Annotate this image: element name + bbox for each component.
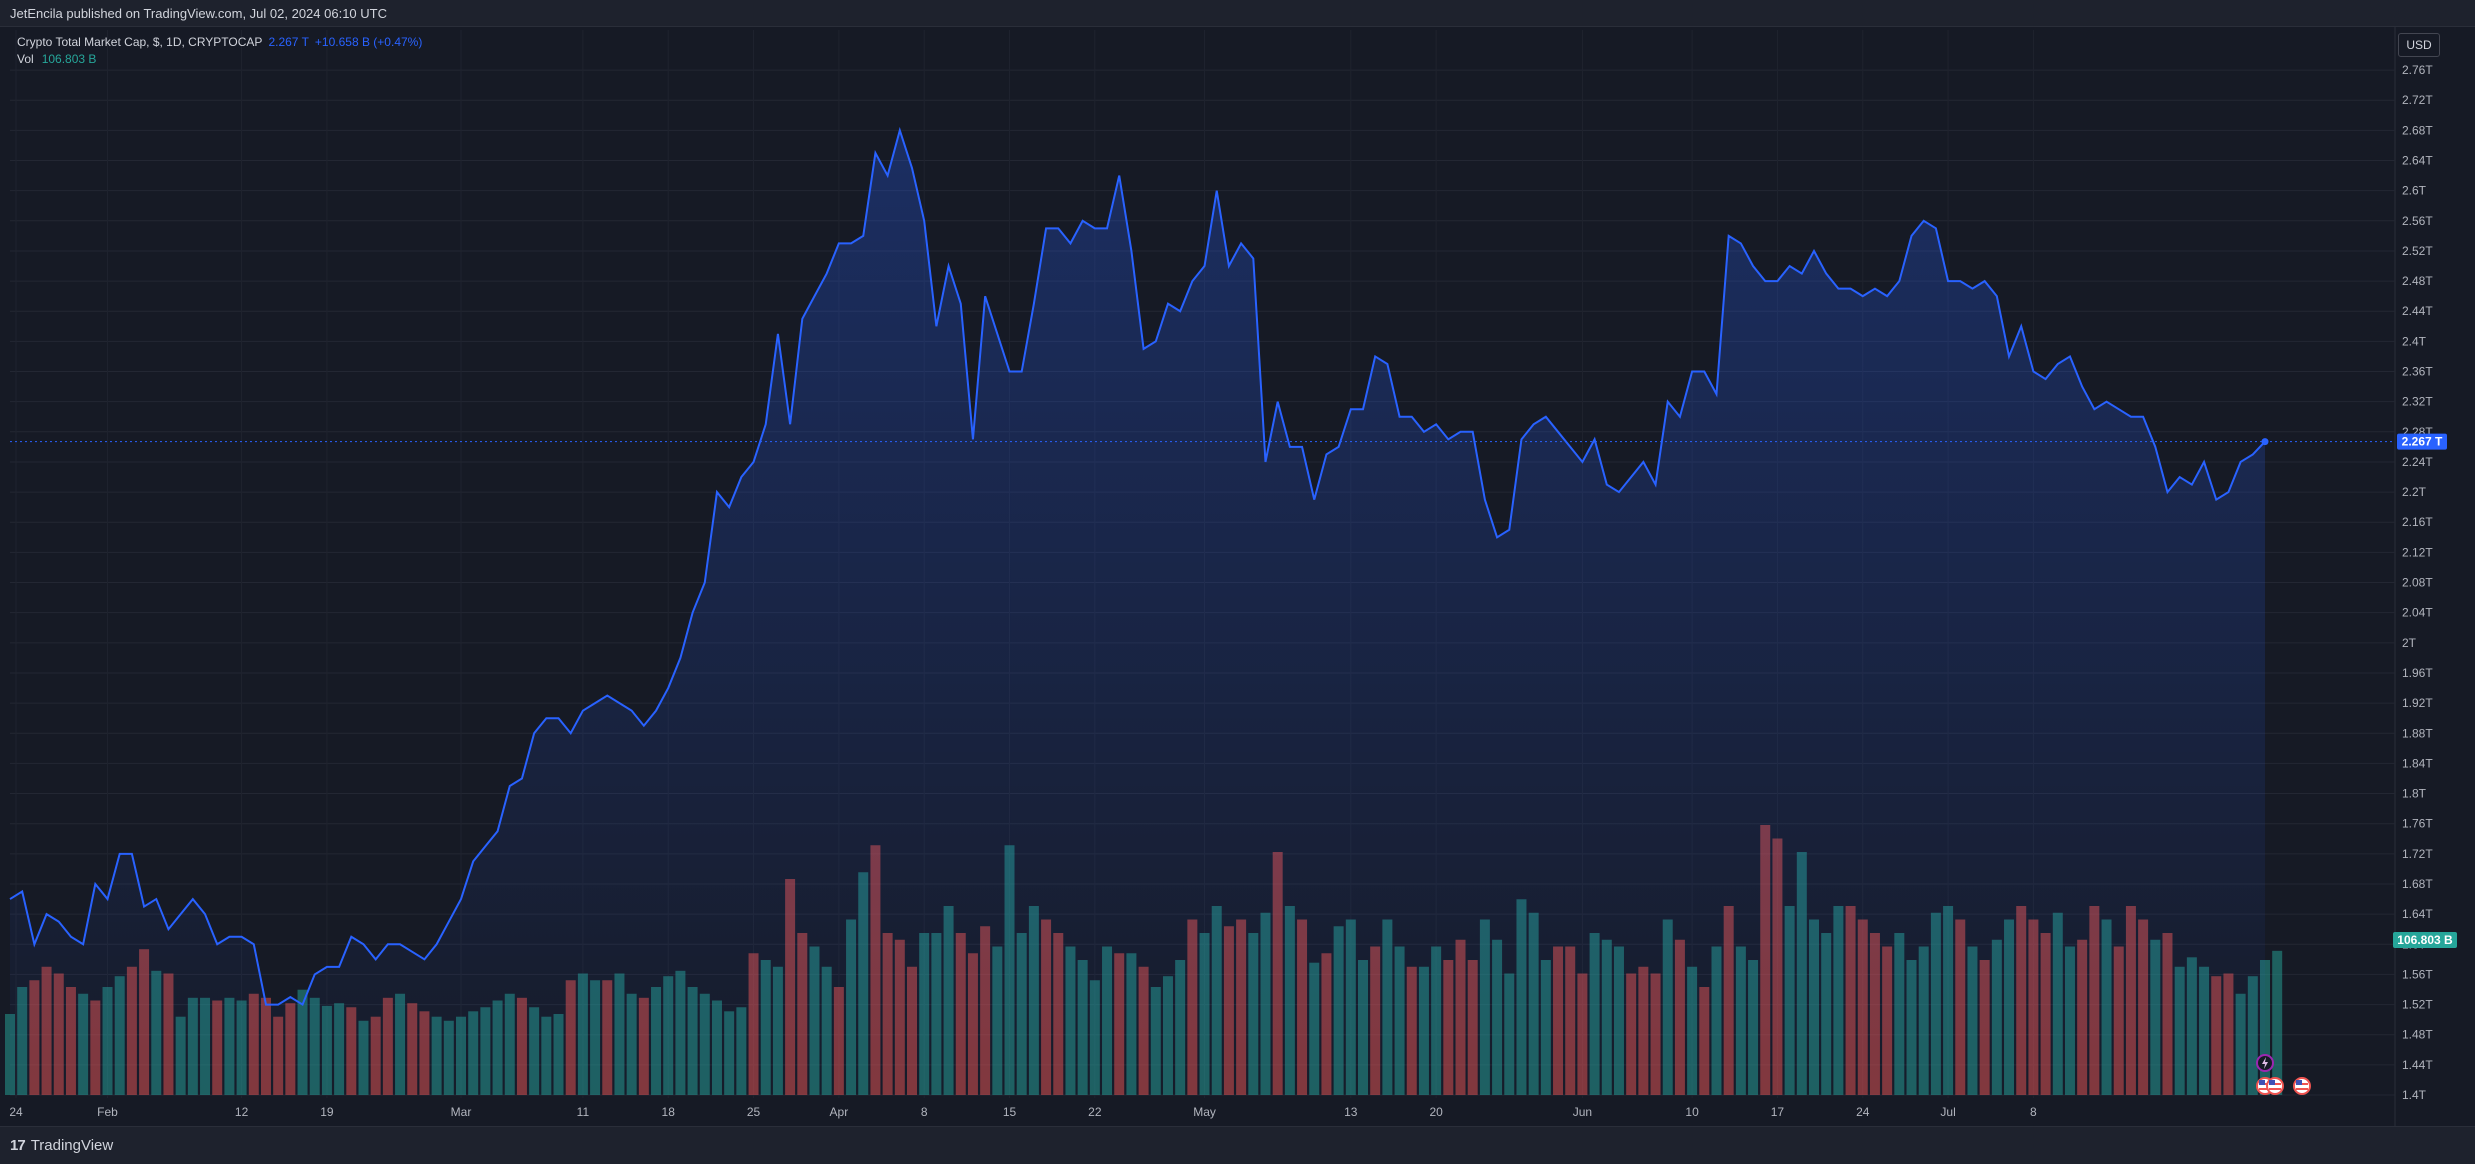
x-tick-label: 24 xyxy=(1856,1105,1870,1119)
x-tick-label: 25 xyxy=(747,1105,761,1119)
last-price-label: 2.267 T xyxy=(2402,435,2443,449)
y-tick-label: 2.36T xyxy=(2402,365,2433,379)
y-tick-label: 2.72T xyxy=(2402,93,2433,107)
y-tick-label: 2.04T xyxy=(2402,606,2433,620)
last-volume-label: 106.803 B xyxy=(2397,933,2453,947)
brand-name: TradingView xyxy=(30,1137,114,1154)
x-tick-label: 13 xyxy=(1344,1105,1358,1119)
y-tick-label: 2.56T xyxy=(2402,214,2433,228)
x-tick-label: 20 xyxy=(1429,1105,1443,1119)
publish-header: JetEncila published on TradingView.com, … xyxy=(0,0,2475,27)
tv-icon: 17 xyxy=(10,1137,26,1154)
x-tick-label: 17 xyxy=(1771,1105,1785,1119)
legend-change: +10.658 B (+0.47%) xyxy=(314,35,423,49)
currency-button[interactable]: USD xyxy=(2398,33,2440,57)
volume-value: 106.803 B xyxy=(41,52,97,66)
x-tick-label: 15 xyxy=(1003,1105,1017,1119)
x-tick-label: 11 xyxy=(577,1105,590,1119)
volume-bar xyxy=(2272,950,2283,1095)
y-tick-label: 1.96T xyxy=(2402,666,2433,680)
x-tick-label: 8 xyxy=(2030,1105,2037,1119)
y-tick-label: 1.64T xyxy=(2402,907,2433,921)
price-chart[interactable]: 2.76T 2.72T 2.68T 2.64T 2.6T 2.56T 2.52T 2.48T 2… xyxy=(0,26,2475,1126)
y-tick-label: 1.44T xyxy=(2402,1058,2433,1072)
y-tick-label: 2.64T xyxy=(2402,154,2433,168)
y-tick-label: 2.32T xyxy=(2402,395,2433,409)
y-tick-label: 1.72T xyxy=(2402,847,2433,861)
y-tick-label: 2.24T xyxy=(2402,455,2433,469)
y-tick-label: 2.08T xyxy=(2402,576,2433,590)
x-tick-label: Jul xyxy=(1940,1105,1955,1119)
y-tick-label: 2.68T xyxy=(2402,123,2433,137)
y-tick-label: 1.88T xyxy=(2402,726,2433,740)
us-flag-event-icon[interactable] xyxy=(2266,1077,2284,1095)
y-tick-label: 2T xyxy=(2402,636,2417,650)
publish-info: JetEncila published on TradingView.com, … xyxy=(10,6,387,21)
chart-legend: Crypto Total Market Cap, $, 1D, CRYPTOCA… xyxy=(17,34,422,68)
us-flag-event-icon[interactable] xyxy=(2293,1077,2311,1095)
y-tick-label: 1.8T xyxy=(2402,787,2427,801)
y-tick-label: 2.44T xyxy=(2402,304,2433,318)
volume-label[interactable]: Vol xyxy=(17,52,34,66)
y-tick-label: 1.52T xyxy=(2402,998,2433,1012)
x-tick-label: 8 xyxy=(921,1105,928,1119)
y-tick-label: 1.92T xyxy=(2402,696,2433,710)
y-tick-label: 1.48T xyxy=(2402,1028,2433,1042)
x-tick-label: 18 xyxy=(662,1105,676,1119)
y-tick-label: 2.2T xyxy=(2402,485,2427,499)
x-tick-label: 22 xyxy=(1088,1105,1102,1119)
y-tick-label: 1.56T xyxy=(2402,967,2433,981)
x-tick-label: 12 xyxy=(235,1105,249,1119)
price-line xyxy=(9,126,2266,1007)
x-tick-label: Feb xyxy=(97,1105,118,1119)
y-tick-label: 2.16T xyxy=(2402,515,2433,529)
y-tick-label: 1.76T xyxy=(2402,817,2433,831)
last-volume-badge: 106.803 B xyxy=(2393,932,2457,948)
y-tick-label: 2.4T xyxy=(2402,334,2427,348)
x-tick-label: 19 xyxy=(320,1105,334,1119)
last-price-dot xyxy=(2261,438,2269,446)
y-tick-label: 2.52T xyxy=(2402,244,2433,258)
tradingview-logo[interactable]: 17 TradingView xyxy=(10,1137,113,1154)
legend-price: 2.267 T xyxy=(268,35,309,49)
y-tick-label: 2.48T xyxy=(2402,274,2433,288)
price-axis[interactable]: 2.76T 2.72T 2.68T 2.64T 2.6T 2.56T 2.52T 2.48T 2… xyxy=(2402,63,2433,1102)
x-tick-label: Mar xyxy=(451,1105,472,1119)
x-tick-label: 10 xyxy=(1685,1105,1699,1119)
y-tick-label: 2.76T xyxy=(2402,63,2433,77)
y-tick-label: 1.4T xyxy=(2402,1088,2427,1102)
x-tick-label: Jun xyxy=(1573,1105,1592,1119)
y-tick-label: 1.84T xyxy=(2402,756,2433,770)
x-tick-label: May xyxy=(1193,1105,1216,1119)
x-tick-label: 24 xyxy=(9,1105,23,1119)
y-tick-label: 1.68T xyxy=(2402,877,2433,891)
last-price-badge: 2.267 T xyxy=(2397,433,2447,450)
time-axis[interactable]: 2481522Feb1219Mar111825Apr81522May1320Ju… xyxy=(0,1105,2037,1119)
x-tick-label: Apr xyxy=(830,1105,849,1119)
event-markers[interactable] xyxy=(2256,1054,2311,1095)
symbol-title[interactable]: Crypto Total Market Cap, $, 1D, CRYPTOCA… xyxy=(17,35,263,49)
y-tick-label: 2.12T xyxy=(2402,545,2433,559)
y-tick-label: 2.6T xyxy=(2402,184,2427,198)
footer-bar: 17 TradingView xyxy=(0,1126,2475,1164)
lightning-event-icon[interactable] xyxy=(2256,1054,2274,1072)
